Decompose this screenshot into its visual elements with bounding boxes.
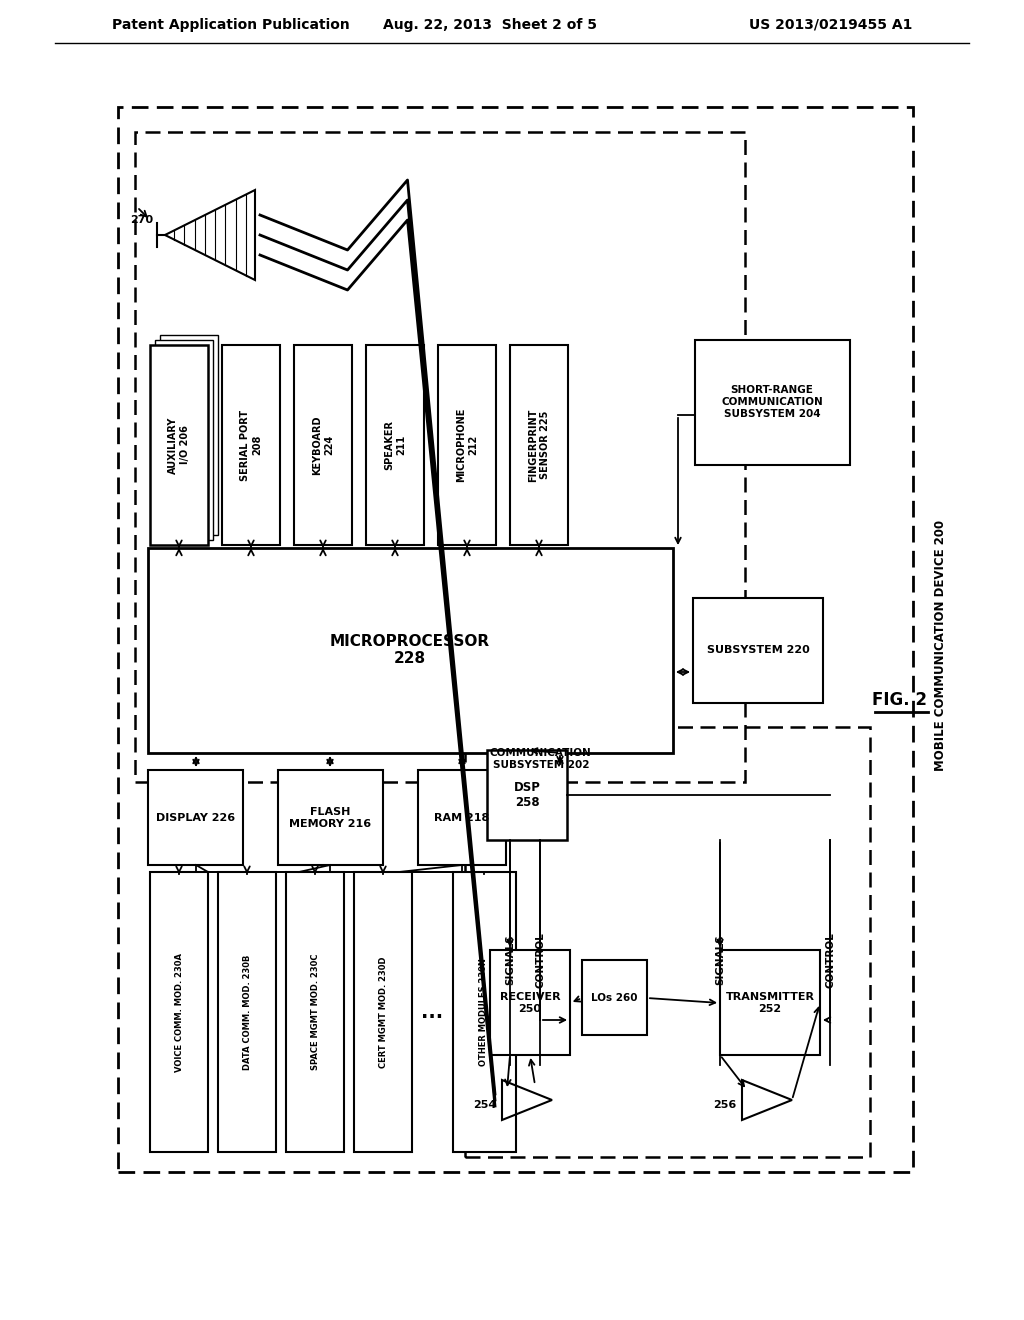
Bar	[150, 873, 208, 1152]
Text: SERIAL PORT
208: SERIAL PORT 208	[241, 409, 262, 480]
Bar	[418, 770, 506, 865]
Text: KEYBOARD
224: KEYBOARD 224	[312, 416, 334, 475]
Text: 254: 254	[473, 1100, 497, 1110]
Text: SPEAKER
211: SPEAKER 211	[384, 420, 406, 470]
Text: MICROPHONE
212: MICROPHONE 212	[457, 408, 478, 482]
Text: COMMUNICATION
SUBSYSTEM 202: COMMUNICATION SUBSYSTEM 202	[490, 748, 592, 770]
Text: LOs 260: LOs 260	[591, 993, 637, 1003]
Text: SHORT-RANGE
COMMUNICATION
SUBSYSTEM 204: SHORT-RANGE COMMUNICATION SUBSYSTEM 204	[721, 385, 823, 418]
Bar	[693, 598, 823, 704]
Text: US 2013/0219455 A1: US 2013/0219455 A1	[749, 18, 912, 32]
Text: DISPLAY 226: DISPLAY 226	[157, 813, 236, 822]
Text: AUXILIARY
I/O 206: AUXILIARY I/O 206	[168, 416, 189, 474]
Bar	[354, 873, 412, 1152]
Text: FIG. 2: FIG. 2	[872, 690, 928, 709]
Bar	[695, 341, 850, 465]
Bar	[150, 345, 208, 545]
Text: SIGNALS: SIGNALS	[505, 935, 515, 985]
Bar	[582, 960, 647, 1035]
Text: RAM 218: RAM 218	[434, 813, 489, 822]
Bar	[487, 750, 567, 840]
Text: OTHER MODULES 230N: OTHER MODULES 230N	[479, 958, 488, 1067]
Bar	[148, 548, 673, 752]
Bar	[465, 727, 870, 1158]
Bar	[135, 132, 745, 781]
Bar	[366, 345, 424, 545]
Text: CONTROL: CONTROL	[825, 932, 835, 987]
Text: ...: ...	[421, 1002, 443, 1022]
Bar	[218, 873, 276, 1152]
Text: CONTROL: CONTROL	[535, 932, 545, 987]
Text: Patent Application Publication: Patent Application Publication	[112, 18, 350, 32]
Text: Aug. 22, 2013  Sheet 2 of 5: Aug. 22, 2013 Sheet 2 of 5	[383, 18, 597, 32]
Bar	[118, 107, 913, 1172]
Text: SPACE MGMT MOD. 230C: SPACE MGMT MOD. 230C	[310, 954, 319, 1071]
Bar	[294, 345, 352, 545]
Bar	[720, 950, 820, 1055]
Text: RECEIVER
250: RECEIVER 250	[500, 993, 560, 1014]
Text: 270: 270	[130, 215, 154, 224]
Bar	[453, 873, 516, 1152]
Bar	[155, 341, 213, 540]
Text: SUBSYSTEM 220: SUBSYSTEM 220	[707, 645, 809, 655]
Bar	[510, 345, 568, 545]
Text: VOICE COMM. MOD. 230A: VOICE COMM. MOD. 230A	[174, 953, 183, 1072]
Bar	[438, 345, 496, 545]
Bar	[148, 770, 243, 865]
Bar	[222, 345, 280, 545]
Text: FINGERPRINT
SENSOR 225: FINGERPRINT SENSOR 225	[528, 408, 550, 482]
Text: CERT MGMT MOD. 230D: CERT MGMT MOD. 230D	[379, 956, 387, 1068]
Text: MOBILE COMMUNICATION DEVICE 200: MOBILE COMMUNICATION DEVICE 200	[934, 520, 946, 771]
Text: TRANSMITTER
252: TRANSMITTER 252	[725, 993, 814, 1014]
Bar	[278, 770, 383, 865]
Bar	[490, 950, 570, 1055]
Bar	[160, 335, 218, 535]
Text: 256: 256	[714, 1100, 736, 1110]
Text: DATA COMM. MOD. 230B: DATA COMM. MOD. 230B	[243, 954, 252, 1069]
Bar	[286, 873, 344, 1152]
Text: FLASH
MEMORY 216: FLASH MEMORY 216	[289, 808, 371, 829]
Text: DSP
258: DSP 258	[514, 781, 541, 809]
Text: SIGNALS: SIGNALS	[715, 935, 725, 985]
Text: MICROPROCESSOR
228: MICROPROCESSOR 228	[330, 634, 490, 667]
